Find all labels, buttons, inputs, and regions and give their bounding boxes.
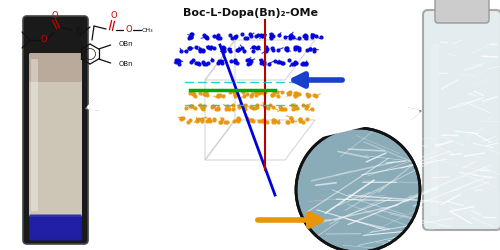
Text: N: N — [75, 28, 81, 38]
FancyBboxPatch shape — [29, 53, 82, 217]
FancyBboxPatch shape — [30, 218, 82, 222]
FancyBboxPatch shape — [23, 16, 88, 244]
Text: O: O — [110, 12, 117, 20]
FancyBboxPatch shape — [30, 226, 82, 232]
FancyBboxPatch shape — [30, 220, 82, 226]
FancyBboxPatch shape — [30, 230, 82, 234]
Text: O: O — [52, 10, 59, 20]
Text: CH₃: CH₃ — [141, 28, 153, 32]
Circle shape — [296, 128, 420, 250]
FancyBboxPatch shape — [31, 59, 38, 211]
Text: Boc-L-Dopa(Bn)₂-OMe: Boc-L-Dopa(Bn)₂-OMe — [182, 8, 318, 18]
FancyBboxPatch shape — [29, 53, 82, 82]
FancyBboxPatch shape — [431, 44, 439, 216]
FancyBboxPatch shape — [435, 0, 489, 23]
FancyBboxPatch shape — [423, 10, 500, 230]
Text: O: O — [126, 26, 132, 35]
Text: OBn: OBn — [118, 41, 134, 47]
FancyBboxPatch shape — [30, 214, 82, 220]
FancyBboxPatch shape — [30, 224, 82, 228]
Text: O: O — [40, 36, 48, 44]
Text: OBn: OBn — [118, 61, 134, 67]
Text: H: H — [76, 26, 80, 31]
FancyBboxPatch shape — [30, 232, 82, 237]
FancyBboxPatch shape — [30, 236, 82, 240]
